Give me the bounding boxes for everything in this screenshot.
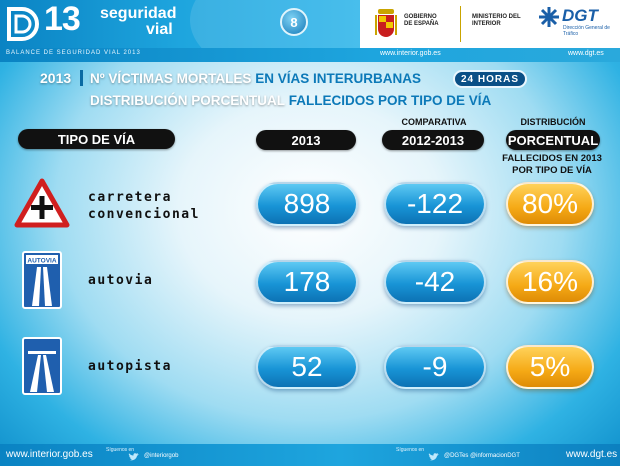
value-pct-autopista: 5% (506, 345, 594, 389)
row-label-line1: autopista (88, 359, 172, 374)
header-swoosh (190, 0, 360, 48)
value-2013-autovia: 178 (256, 260, 358, 304)
title-line1: Nº VÍCTIMAS MORTALES EN VÍAS INTERURBANA… (90, 71, 421, 86)
title-line2-rest: FALLECIDOS POR TIPO DE VÍA (285, 93, 492, 108)
column-header-comparativa: 2012-2013 (382, 130, 484, 150)
row-label-line1: autovia (88, 273, 154, 288)
title-line2: DISTRIBUCIÓN PORCENTUAL FALLECIDOS POR T… (90, 93, 491, 108)
title-line1-rest: EN VÍAS INTERURBANAS (251, 71, 421, 86)
footer-url-interior[interactable]: www.interior.gob.es (6, 449, 93, 460)
logo-text-seguridad: seguridad (100, 5, 177, 22)
warning-triangle-icon (14, 178, 70, 228)
hours-badge: 24 HORAS (453, 70, 527, 88)
fallecidos-line2: POR TIPO DE VÍA (512, 165, 592, 176)
autovia-sign-icon: AUTOVIA (22, 251, 62, 309)
row-label-line1: carretera (88, 190, 172, 205)
url-interior-link[interactable]: www.interior.gob.es (380, 50, 441, 57)
footer-siguenos-2: Síguenos en (396, 447, 425, 453)
balance-label: BALANCE DE SEGURIDAD VIAL 2013 (6, 50, 141, 56)
header-divider (460, 6, 461, 42)
page-number-badge: 8 (280, 8, 308, 36)
logo-number: 13 (44, 0, 81, 38)
value-diff-autovia: -42 (384, 260, 486, 304)
footer-siguenos-1: Síguenos en (106, 447, 135, 453)
column-header-distribucion: PORCENTUAL (506, 130, 600, 150)
value-2013-autopista: 52 (256, 345, 358, 389)
value-pct-autovia: 16% (506, 260, 594, 304)
footer-url-dgt[interactable]: www.dgt.es (566, 449, 618, 460)
footer-handle-interior[interactable]: @interiorgob (144, 453, 179, 459)
dgt-road-logo-icon (7, 7, 39, 41)
dgt-cross-icon (539, 7, 559, 27)
row-label-carretera: carretera convencional (88, 189, 200, 223)
column-header-tipo: TIPO DE VÍA (18, 129, 175, 149)
row-label-autovia: autovia (88, 272, 153, 289)
footer: www.interior.gob.es Síguenos en @interio… (0, 444, 620, 466)
column-header-comparativa-top: COMPARATIVA (401, 117, 467, 127)
header-institution-area: GOBIERNO DE ESPAÑA MINISTERIO DEL INTERI… (360, 0, 620, 48)
value-pct-carretera: 80% (506, 182, 594, 226)
row-label-autopista: autopista (88, 358, 172, 375)
dgt-subtitle: Dirección General de Tráfico (563, 25, 610, 37)
ministerio-label: MINISTERIO DEL INTERIOR (472, 14, 521, 27)
title-separator (80, 70, 83, 86)
url-dgt-link[interactable]: www.dgt.es (568, 50, 604, 57)
header-brand-area: 13 seguridad vial 8 (0, 0, 360, 48)
header: 13 seguridad vial 8 GOBIERNO DE ESPAÑA M… (0, 0, 620, 48)
dgt-logo-text: DGT (562, 6, 598, 25)
gobierno-label: GOBIERNO DE ESPAÑA (404, 14, 439, 27)
twitter-bird-icon[interactable] (428, 452, 440, 462)
autovia-sign-text: AUTOVIA (27, 258, 56, 265)
title-line1-bold: Nº VÍCTIMAS MORTALES (90, 71, 252, 86)
logo-text-vial: vial (146, 21, 173, 38)
autopista-sign-icon (22, 337, 62, 395)
fallecidos-line1: FALLECIDOS EN 2013 (502, 153, 602, 164)
twitter-bird-icon[interactable] (128, 452, 140, 462)
footer-handle-dgt[interactable]: @DGTes @informacionDGT (444, 453, 520, 459)
value-diff-autopista: -9 (384, 345, 486, 389)
column-header-distribucion-top: DISTRIBUCIÓN (520, 117, 586, 127)
column-subheader-fallecidos: FALLECIDOS EN 2013 POR TIPO DE VÍA (492, 153, 612, 177)
url-bar: BALANCE DE SEGURIDAD VIAL 2013 www.inter… (0, 48, 620, 62)
column-header-year: 2013 (256, 130, 356, 150)
value-diff-carretera: -122 (384, 182, 486, 226)
title-year: 2013 (40, 70, 72, 86)
title-line2-bold: DISTRIBUCIÓN PORCENTUAL (90, 93, 285, 108)
row-label-line2: convencional (88, 207, 200, 222)
value-2013-carretera: 898 (256, 182, 358, 226)
coat-of-arms-icon (375, 9, 397, 37)
